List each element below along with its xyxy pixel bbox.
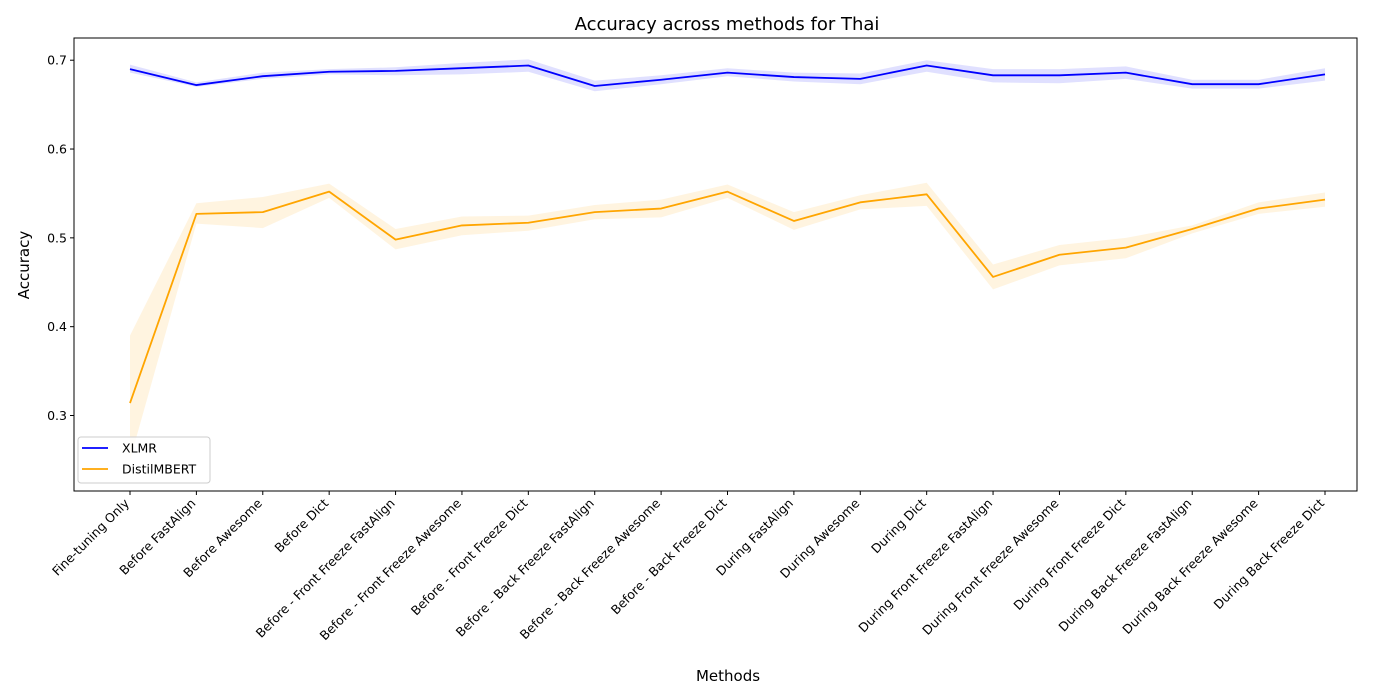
legend-label-distilmbert: DistilMBERT: [122, 462, 196, 477]
plot-frame: [73, 37, 1358, 492]
series-line-xlmr: [129, 64, 1326, 87]
x-axis-label: Methods: [696, 667, 760, 685]
series-line-distilmbert: [129, 190, 1326, 404]
confidence-bands: [130, 59, 1325, 460]
y-tick-label: 0.5: [47, 230, 67, 245]
series-lines: [129, 64, 1326, 404]
y-axis-ticks: 0.3 0.4 0.5 0.6 0.7: [47, 53, 74, 423]
y-tick-label: 0.6: [47, 142, 67, 157]
y-tick-label: 0.3: [47, 408, 67, 423]
y-tick-label: 0.4: [47, 319, 67, 334]
y-tick-label: 0.7: [47, 53, 67, 68]
band-xlmr: [130, 59, 1325, 92]
legend: XLMR DistilMBERT: [77, 436, 211, 484]
chart-title: Accuracy across methods for Thai: [575, 14, 880, 35]
y-axis-label: Accuracy: [15, 231, 33, 300]
band-distilmbert: [130, 182, 1325, 460]
legend-box: [77, 436, 211, 484]
legend-label-xlmr: XLMR: [122, 441, 157, 456]
